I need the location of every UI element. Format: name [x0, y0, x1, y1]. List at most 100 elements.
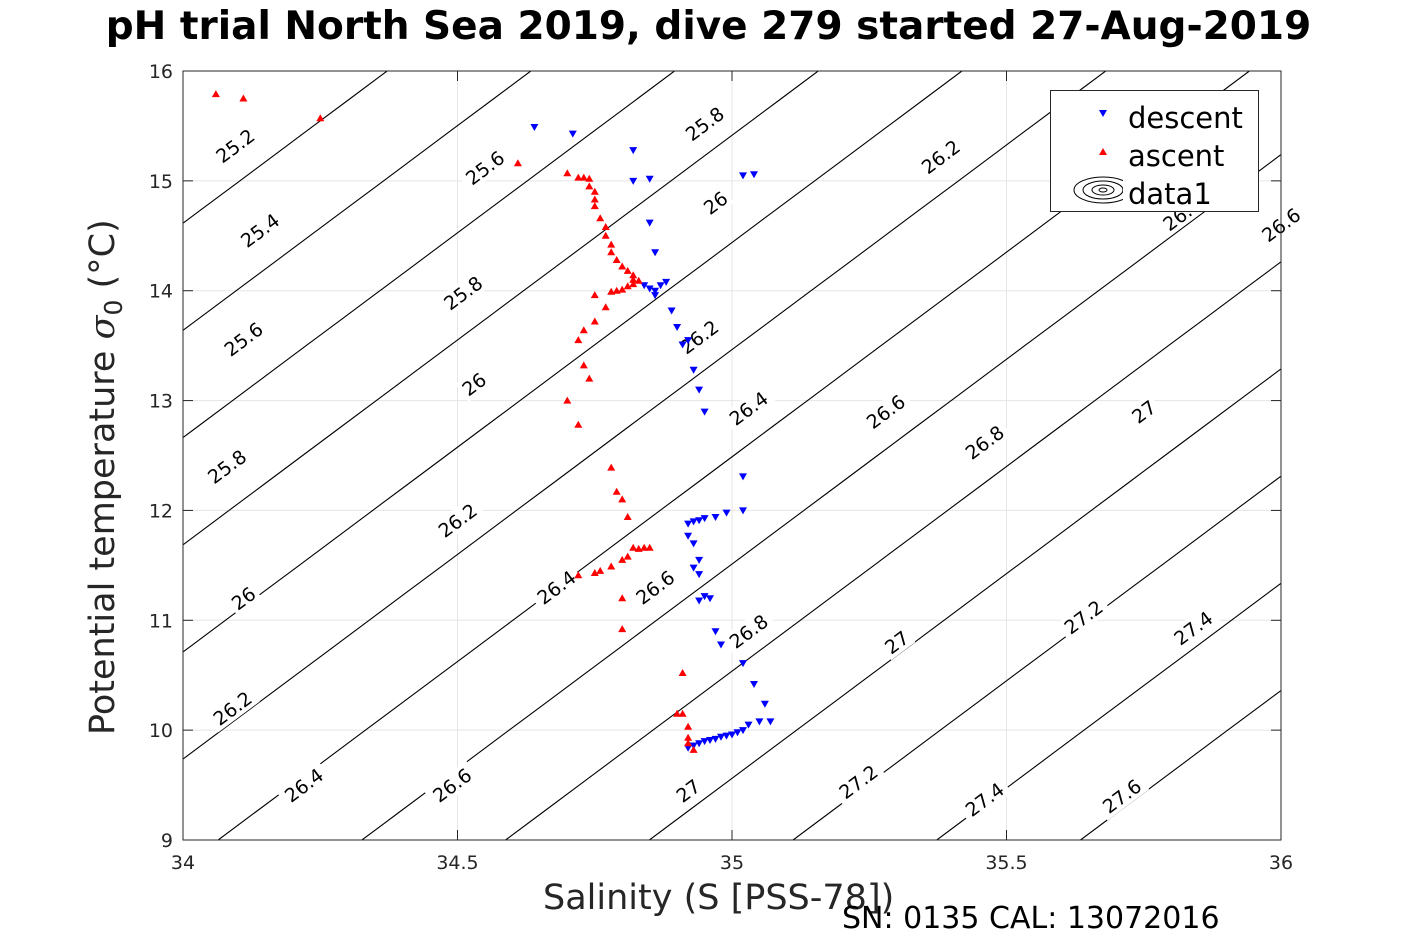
- contour-label-22: 27.2: [1055, 592, 1111, 642]
- contour-label-text: 26: [700, 188, 733, 220]
- contour-label-bg: [455, 366, 493, 402]
- ascent-point-48: [596, 566, 605, 574]
- legend-item-ascent: ascent: [1051, 135, 1260, 173]
- ascent-point-17: [612, 256, 621, 263]
- ascent-point-2: [316, 114, 325, 122]
- contour-line-26: [183, 71, 963, 653]
- ascent-point-41: [629, 543, 638, 551]
- ascent-point-12: [596, 214, 605, 222]
- contour-label-bg: [677, 99, 733, 149]
- chart-title: pH trial North Sea 2019, dive 279 starte…: [105, 4, 1312, 49]
- descent-point-41: [750, 681, 758, 688]
- contour-label-32: 27.6: [1094, 771, 1150, 821]
- descent-point-33: [695, 571, 704, 579]
- descent-point-25: [711, 514, 720, 521]
- contour-label-11: 26: [455, 366, 493, 402]
- ascent-point-23: [629, 280, 638, 288]
- ascent-point-47: [607, 562, 616, 570]
- serial-calibration-note: SN: 0135 CAL: 13072016: [842, 901, 1220, 936]
- ascent-point-33: [579, 361, 588, 369]
- contour-label-bg: [224, 580, 263, 617]
- ascent-point-0: [211, 90, 220, 98]
- contour-label-24: 26: [224, 580, 263, 617]
- contour-label-bg: [830, 757, 886, 807]
- contour-label-4: 25.8: [435, 268, 491, 318]
- y-tick-label-6: 15: [149, 171, 173, 193]
- x-tick-label-4: 36: [1269, 852, 1293, 874]
- ascent-point-8: [585, 182, 594, 190]
- ascent-point-9: [590, 187, 599, 195]
- ascent-point-10: [590, 195, 599, 203]
- contour-label-14: 26.6: [858, 387, 914, 436]
- contour-label-15: 26.8: [957, 417, 1012, 467]
- descent-point-39: [717, 641, 725, 649]
- descent-point-15: [667, 307, 676, 315]
- contour-label-bg: [957, 775, 1012, 824]
- ascent-point-43: [640, 543, 649, 551]
- descent-point-54: [695, 740, 704, 748]
- contour-label-19: 26.4: [528, 562, 584, 612]
- contour-label-bg: [457, 143, 513, 193]
- legend-label-descent: descent: [1128, 101, 1243, 135]
- ascent-point-42: [634, 544, 643, 552]
- contour-label-bg: [528, 562, 584, 612]
- x-tick-label-3: 35.5: [985, 852, 1027, 874]
- contour-label-13: 26.4: [721, 383, 776, 433]
- y-tick-label-1: 10: [149, 720, 173, 742]
- ascent-point-3: [513, 159, 522, 167]
- x-tick-label-2: 35: [720, 852, 744, 874]
- descent-point-31: [689, 540, 698, 548]
- ascent-point-32: [574, 336, 583, 344]
- descent-point-40: [739, 660, 747, 668]
- contour-label-bg: [627, 562, 683, 612]
- descent-point-10: [645, 285, 654, 293]
- contour-label-bg: [424, 760, 480, 810]
- y-axis-label-unit: (°C): [83, 219, 123, 300]
- descent-point-45: [744, 721, 753, 729]
- contour-label-bg: [858, 387, 914, 436]
- descent-point-36: [706, 595, 714, 603]
- contour-label-26: 27: [878, 624, 916, 661]
- y-tick-label-3: 12: [149, 500, 173, 522]
- ascent-point-18: [618, 262, 627, 270]
- ascent-point-26: [612, 286, 621, 294]
- descent-point-20: [695, 386, 704, 394]
- ascent-point-15: [607, 240, 616, 248]
- y-axis-label-subscript: 0: [99, 299, 128, 316]
- descent-point-5: [645, 219, 654, 227]
- contour-label-bg: [1055, 592, 1111, 642]
- axis-ticks: 34 34.5 35 35.5 36 9 10 11 12 13 14 15 16: [149, 61, 1293, 874]
- descent-point-21: [700, 408, 709, 416]
- descent-point-22: [739, 473, 747, 481]
- descent-point-32: [695, 556, 704, 564]
- contour-label-bg: [669, 772, 707, 809]
- contour-label-bg: [696, 185, 735, 221]
- contour-label-bg: [671, 312, 727, 362]
- ascent-point-21: [629, 275, 638, 283]
- ascent-point-28: [590, 291, 599, 299]
- ascent-point-52: [618, 625, 627, 633]
- ascent-point-20: [629, 271, 638, 279]
- descent-point-47: [733, 729, 742, 737]
- ascent-point-25: [618, 285, 627, 293]
- contour-label-bg: [878, 624, 916, 661]
- x-tick-label-0: 34: [171, 852, 195, 874]
- descent-point-13: [656, 282, 665, 290]
- y-axis-label-main: Potential temperature: [83, 339, 123, 735]
- ascent-point-29: [601, 303, 610, 311]
- ascent-point-57: [684, 733, 693, 741]
- contour-line-27: [648, 368, 1281, 840]
- y-axis-label: Potential temperature σ0 (°C): [83, 219, 128, 735]
- ascent-point-16: [607, 248, 616, 256]
- descent-point-11: [651, 287, 660, 295]
- descent-point-12: [651, 292, 660, 300]
- ascent-point-13: [601, 223, 610, 230]
- descent-point-19: [689, 366, 698, 374]
- ascent-point-45: [623, 552, 632, 560]
- contour-label-25: 26.2: [204, 683, 260, 733]
- descent-point-27: [695, 517, 704, 525]
- contour-label-27: 26.4: [276, 760, 332, 810]
- ascent-point-51: [618, 594, 627, 602]
- legend: descent ascent data1: [1050, 90, 1259, 212]
